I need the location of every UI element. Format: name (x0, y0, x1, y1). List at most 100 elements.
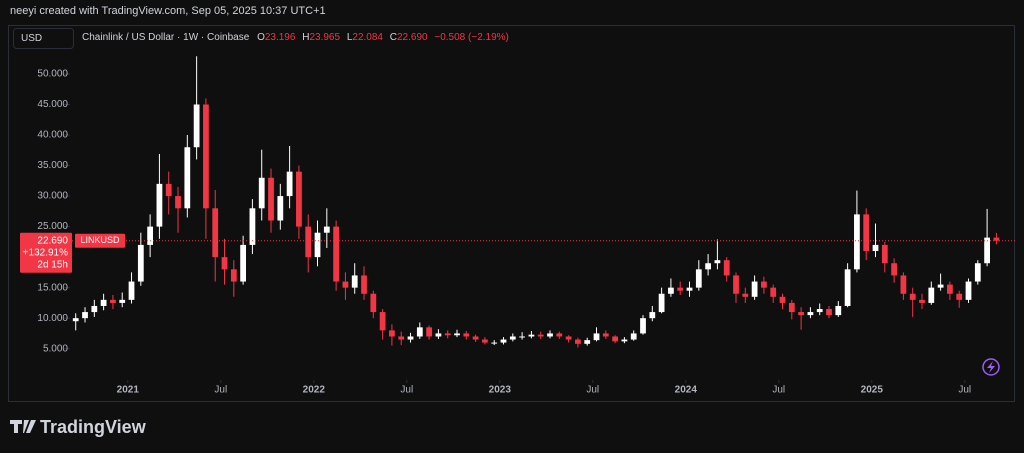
candle-body (807, 312, 814, 316)
candle-body (361, 275, 367, 294)
candle-body (398, 336, 405, 340)
candle-body (733, 275, 739, 294)
candle-body (137, 244, 144, 282)
y-tick-label: 35.000 (37, 160, 68, 171)
candle-body (286, 171, 293, 197)
symbol-tag (75, 233, 125, 248)
y-tick-label: 5.000 (43, 343, 68, 354)
candle-body (928, 287, 935, 303)
candle-body (779, 296, 786, 303)
candle-body (165, 183, 172, 197)
ohlc-value: 22.690 (397, 32, 428, 43)
candle-body (258, 177, 265, 209)
candle-body (91, 305, 98, 313)
candle-body (472, 336, 479, 340)
candle-body (956, 293, 963, 300)
candle-body (919, 299, 925, 303)
candle-body (240, 244, 246, 282)
candle-body (742, 293, 749, 297)
price-tag-countdown: 2d 15h (37, 259, 68, 270)
candle-body (119, 299, 126, 303)
candle-body (872, 244, 879, 252)
candle-body (72, 318, 79, 322)
candle-body (668, 287, 674, 294)
candle-body (435, 333, 442, 337)
candle-body (593, 333, 600, 341)
candle-body (100, 299, 107, 306)
candle-body (314, 232, 321, 258)
lightning-bolt[interactable] (987, 361, 995, 373)
lightning-icon[interactable] (982, 358, 1000, 376)
candle-body (826, 309, 832, 316)
candle-body (463, 333, 470, 337)
candle-body (565, 336, 572, 340)
candle-body (556, 333, 563, 337)
candle-body (705, 263, 711, 270)
candle-body (900, 275, 907, 294)
x-tick-label: 2023 (489, 385, 512, 396)
currency-button[interactable] (13, 28, 74, 49)
candle-body (863, 214, 870, 252)
candle-body (426, 327, 432, 337)
symbol-name: Chainlink / US Dollar · 1W · Coinbase (82, 32, 250, 43)
candle-body (407, 336, 414, 340)
candle-body (416, 327, 423, 337)
candle-body (909, 293, 916, 300)
ohlc-key: C (390, 32, 397, 43)
x-tick-label: 2024 (675, 385, 698, 396)
ohlc-value: 23.196 (265, 32, 296, 43)
candle-body (881, 244, 888, 264)
y-tick-label: 40.000 (37, 130, 68, 141)
candle-body (296, 171, 302, 227)
ohlc-key: O (257, 32, 265, 43)
candle-body (751, 281, 758, 297)
y-tick-label: 15.000 (37, 282, 68, 293)
candle-body (110, 299, 116, 303)
y-tick-label: 50.000 (37, 69, 68, 80)
candle-body (630, 333, 637, 340)
candle-body (323, 226, 330, 233)
candle-body (649, 312, 656, 319)
y-tick-label: 10.000 (37, 313, 68, 324)
ohlc-key: H (302, 32, 309, 43)
x-tick-label: 2025 (861, 385, 884, 396)
ohlc-key: L (347, 32, 353, 43)
x-tick-label: Jul (586, 385, 599, 396)
candle-body (761, 281, 767, 288)
candle-body (816, 309, 823, 313)
candle-body (230, 269, 237, 282)
y-tick-label: 45.000 (37, 99, 68, 110)
candle-body (612, 336, 618, 342)
currency-label[interactable]: USD (21, 33, 42, 44)
candle-body (203, 104, 209, 209)
candle-body (584, 340, 591, 344)
ohlc-value: 22.084 (352, 32, 383, 43)
watermark: TradingView (10, 417, 147, 437)
candle-body (640, 318, 646, 334)
candle-body (658, 293, 665, 313)
candle-body (602, 333, 609, 337)
candle-body (351, 275, 358, 288)
candle-body (482, 339, 488, 343)
plot: 5.00010.00015.00020.00025.00030.00035.00… (20, 56, 1015, 396)
candle-body (333, 226, 339, 282)
candle-body (844, 269, 851, 306)
lightning-button[interactable] (982, 358, 1000, 376)
candle-body (342, 281, 349, 288)
candle-body (891, 263, 897, 276)
x-tick-label: 2022 (303, 385, 326, 396)
candle-body (82, 312, 88, 319)
candle-body (156, 183, 163, 227)
candle-body (547, 333, 553, 337)
ohlc-value: 23.965 (309, 32, 340, 43)
y-tick-label: 30.000 (37, 191, 68, 202)
candle-body (147, 226, 154, 245)
candle-body (947, 284, 953, 294)
candle-body (519, 336, 525, 338)
candle-body (854, 214, 860, 270)
symbol: Chainlink / US Dollar · 1W · Coinbase O2… (82, 32, 509, 43)
price-tag-value: 22.690 (37, 235, 68, 246)
symbol-tag-label: LINKUSD (80, 235, 120, 245)
